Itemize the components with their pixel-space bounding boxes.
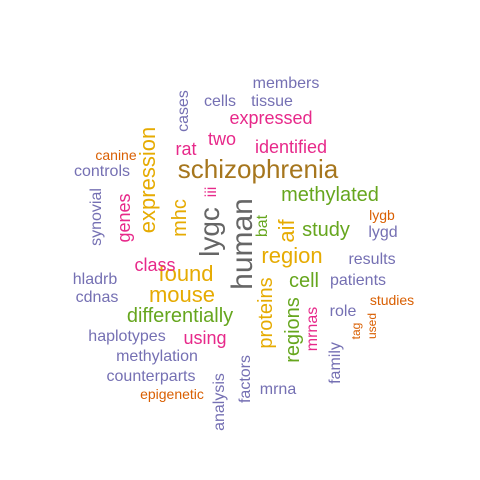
word-study: study	[302, 219, 350, 241]
word-canine: canine	[95, 147, 137, 163]
word-synovial: synovial	[88, 188, 105, 246]
word-studies: studies	[369, 292, 415, 308]
word-expressed: expressed	[229, 108, 313, 128]
word-proteins: proteins	[255, 277, 277, 349]
word-role: role	[329, 303, 357, 320]
word-cells: cells	[203, 93, 237, 110]
word-lygb: lygb	[369, 207, 395, 223]
word-results: results	[348, 251, 396, 268]
word-differentially: differentially	[126, 305, 234, 327]
word-identified: identified	[254, 137, 328, 157]
word-patients: patients	[329, 272, 387, 289]
word-haplotypes: haplotypes	[88, 328, 166, 345]
word-hladrb: hladrb	[72, 271, 118, 288]
word-using: using	[183, 328, 227, 348]
word-methylated: methylated	[281, 184, 379, 206]
word-methylation: methylation	[116, 348, 198, 365]
word-tissue: tissue	[251, 93, 293, 110]
word-mrna: mrna	[259, 381, 297, 398]
word-bat: bat	[254, 214, 271, 238]
word-region: region	[261, 243, 323, 268]
word-lygc: lygc	[194, 207, 225, 257]
word-controls: controls	[73, 163, 131, 180]
word-expression: expression	[135, 126, 160, 234]
word-cell: cell	[288, 270, 320, 292]
word-mhc: mhc	[169, 199, 191, 237]
word-analysis: analysis	[211, 373, 228, 431]
word-mouse: mouse	[148, 282, 216, 307]
word-members: members	[252, 75, 320, 92]
word-tag: tag	[349, 322, 363, 340]
word-regions: regions	[282, 297, 304, 363]
word-mrnas: mrnas	[304, 306, 321, 352]
word-two: two	[207, 129, 237, 149]
word-rat: rat	[175, 139, 197, 159]
word-cdnas: cdnas	[75, 289, 119, 306]
word-used: used	[365, 312, 379, 340]
word-found: found	[158, 261, 214, 286]
word-human: human	[226, 198, 259, 290]
word-lygd: lygd	[368, 224, 398, 241]
word-class: class	[134, 255, 176, 275]
word-schizophrenia: schizophrenia	[177, 154, 339, 184]
word-iii: iii	[203, 186, 220, 198]
word-epigenetic: epigenetic	[140, 386, 204, 402]
word-genes: genes	[114, 193, 134, 243]
word-aif: aif	[274, 219, 299, 243]
word-factors: factors	[237, 354, 254, 404]
word-family: family	[327, 342, 344, 384]
word-counterparts: counterparts	[106, 368, 196, 385]
word-cases: cases	[175, 90, 192, 132]
